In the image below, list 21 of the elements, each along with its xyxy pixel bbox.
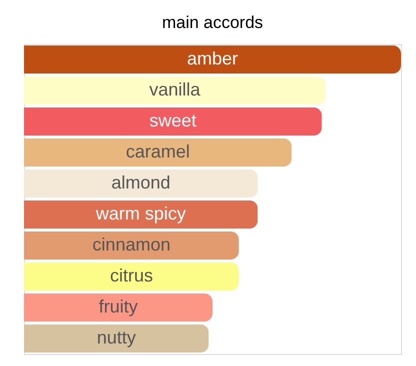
- y-tick-label: vanilla: [149, 80, 202, 100]
- bar: [24, 46, 401, 74]
- bar: [24, 108, 322, 136]
- y-tick-label: almond: [111, 172, 170, 192]
- bar: [24, 262, 239, 290]
- y-tick-label: cinnamon: [92, 234, 170, 254]
- y-tick-label: sweet: [149, 110, 196, 130]
- bar: [24, 76, 326, 104]
- bar: [24, 232, 239, 260]
- y-tick-label: amber: [186, 48, 238, 68]
- bar: [24, 170, 258, 198]
- y-tick-label: caramel: [126, 142, 190, 162]
- bar: [24, 138, 292, 166]
- bar: [24, 294, 212, 322]
- y-tick-label: fruity: [98, 296, 138, 316]
- bar: [24, 324, 209, 352]
- chart-title: main accords: [162, 13, 264, 32]
- y-tick-label: warm spicy: [94, 204, 186, 224]
- bar: [24, 200, 258, 228]
- y-tick-label: citrus: [110, 266, 153, 286]
- y-tick-label: nutty: [96, 328, 136, 348]
